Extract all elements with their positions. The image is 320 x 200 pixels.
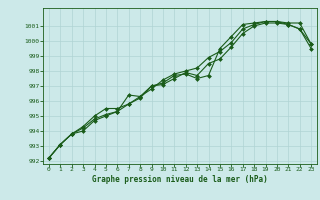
X-axis label: Graphe pression niveau de la mer (hPa): Graphe pression niveau de la mer (hPa) <box>92 175 268 184</box>
